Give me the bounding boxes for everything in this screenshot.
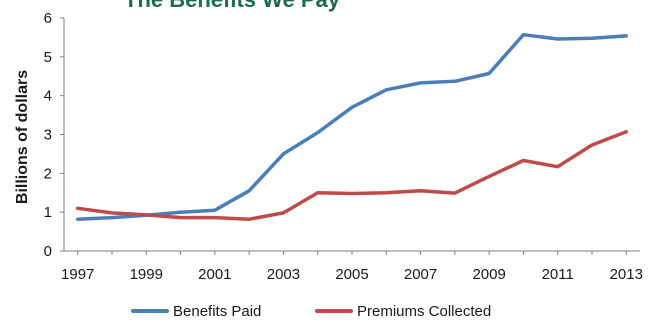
x-tick-label: 2009 [472, 266, 505, 283]
y-tick-label: 4 [44, 88, 52, 105]
chart-title: The Benefits We Pay [124, 0, 341, 12]
y-tick-label: 0 [44, 243, 52, 260]
x-tick-label: 2013 [610, 266, 643, 283]
x-tick-label: 2003 [267, 266, 300, 283]
y-tick-label: 2 [44, 165, 52, 182]
series-line-premiums-collected [75, 130, 629, 221]
x-tick-label: 1999 [130, 266, 163, 283]
series-line-benefits-paid [75, 32, 629, 221]
legend: Benefits Paid Premiums Collected [131, 303, 491, 320]
y-tick-label: 6 [44, 10, 52, 27]
x-tick-label: 1997 [61, 266, 94, 283]
legend-label: Benefits Paid [173, 303, 261, 320]
x-tick-label: 2011 [542, 266, 574, 283]
x-tick-label: 2001 [198, 266, 231, 283]
y-tick-label: 1 [44, 204, 52, 221]
x-tick-label: 2005 [335, 266, 368, 283]
plot-area: 0 1 2 3 4 5 6 1997 1999 2001 2003 2005 2007 2009 2011 2… [44, 10, 643, 283]
y-tick-label: 5 [44, 49, 52, 66]
x-tick-label: 2007 [404, 266, 437, 283]
y-tick-label: 3 [44, 127, 52, 144]
y-axis-label: Billions of dollars [14, 70, 31, 204]
legend-label: Premiums Collected [357, 303, 491, 320]
